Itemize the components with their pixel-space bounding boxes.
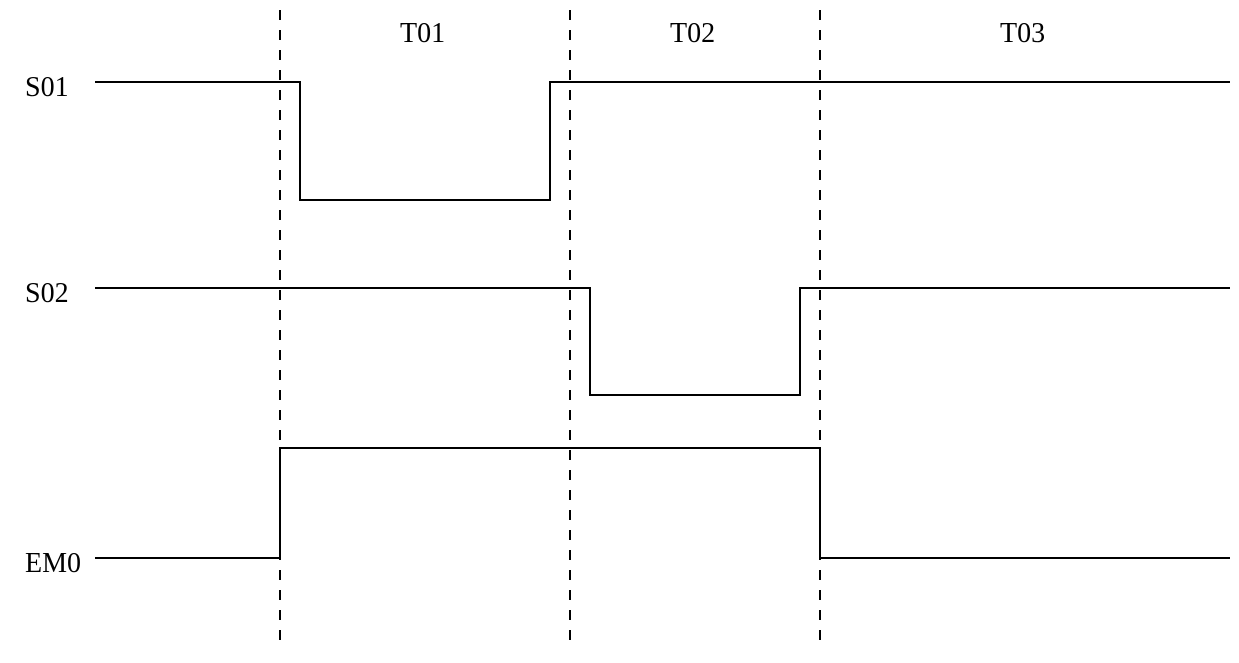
period-label-t02: T02 — [670, 18, 715, 50]
diagram-svg — [0, 0, 1239, 663]
period-label-t01: T01 — [400, 18, 445, 50]
signal-waveform-em0 — [95, 448, 1230, 558]
signal-label-s02: S02 — [25, 278, 69, 310]
signal-label-s01: S01 — [25, 72, 69, 104]
signal-waveform-s01 — [95, 82, 1230, 200]
signal-waveform-s02 — [95, 288, 1230, 395]
period-label-t03: T03 — [1000, 18, 1045, 50]
signal-label-em0: EM0 — [25, 548, 81, 580]
timing-diagram: T01 T02 T03 S01 S02 EM0 — [0, 0, 1239, 663]
